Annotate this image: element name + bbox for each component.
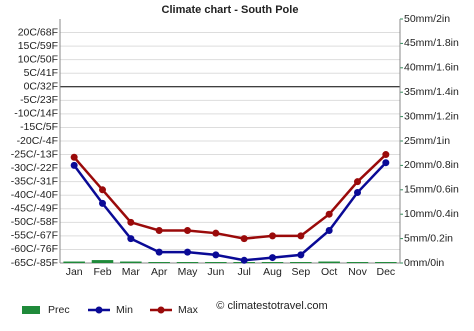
point <box>127 235 135 243</box>
y-tick-label: -10C/14F <box>14 108 58 120</box>
x-tick-label: Oct <box>321 266 337 278</box>
chart-title: Climate chart - South Pole <box>162 4 299 16</box>
x-tick-label: Apr <box>151 266 168 278</box>
point <box>325 226 333 234</box>
point <box>212 229 220 237</box>
point <box>325 210 333 218</box>
point <box>382 151 390 159</box>
x-tick-label: Aug <box>263 266 282 278</box>
y-tick-label: -5C/23F <box>20 94 58 106</box>
watermark: © climatestotravel.com <box>216 300 327 312</box>
y-tick-label: 5C/41F <box>24 67 58 79</box>
point <box>382 159 390 167</box>
bar <box>346 262 369 263</box>
point <box>70 153 78 161</box>
y2-tick-label: 5mm/0.2in <box>404 232 453 244</box>
legend-swatch <box>22 306 40 314</box>
x-tick-label: Feb <box>93 266 111 278</box>
bar <box>318 261 340 263</box>
point <box>354 189 361 197</box>
x-tick-label: Sep <box>291 266 310 278</box>
y2-tick-label: 40mm/1.6in <box>404 62 459 74</box>
bar <box>261 262 284 263</box>
point <box>99 186 106 194</box>
x-tick-label: Jan <box>66 266 83 278</box>
bar <box>148 262 170 263</box>
bar <box>63 261 85 263</box>
point <box>155 226 163 234</box>
point <box>269 254 276 262</box>
y2-tick-label: 15mm/0.6in <box>404 184 459 196</box>
point <box>297 251 305 259</box>
x-tick-label: May <box>178 266 199 278</box>
point <box>155 248 163 256</box>
x-tick-label: Dec <box>376 266 395 278</box>
bar <box>205 262 227 263</box>
y2-tick-label: 30mm/1.2in <box>404 110 459 122</box>
point <box>269 232 276 240</box>
bar <box>120 261 142 263</box>
legend-label: Prec <box>48 304 70 316</box>
point <box>127 218 135 226</box>
point <box>99 199 106 207</box>
point <box>184 226 191 234</box>
y-tick-label: -35C/-31F <box>11 175 58 187</box>
point <box>297 232 305 240</box>
y-tick-label: -65C/-85F <box>11 257 58 269</box>
y2-tick-label: 35mm/1.4in <box>404 86 459 98</box>
y2-tick-label: 25mm/1in <box>404 135 450 147</box>
y2-tick-label: 10mm/0.4in <box>404 208 459 220</box>
point <box>212 251 220 259</box>
y-tick-label: -20C/-4F <box>17 135 58 147</box>
point <box>240 235 248 243</box>
point <box>70 161 78 169</box>
point <box>184 248 191 256</box>
y2-tick-label: 45mm/1.8in <box>404 37 459 49</box>
line <box>73 161 387 262</box>
x-tick-label: Jun <box>207 266 224 278</box>
y-tick-label: -15C/5F <box>20 121 58 133</box>
y-tick-label: -45C/-49F <box>11 203 58 215</box>
bar <box>290 262 312 263</box>
y2-tick-label: 20mm/0.8in <box>404 159 459 171</box>
bar <box>176 262 199 263</box>
line <box>73 153 387 240</box>
y-tick-label: -40C/-40F <box>11 189 58 201</box>
y-tick-label: 0C/32F <box>24 81 58 93</box>
bar <box>375 262 397 263</box>
x-tick-label: Mar <box>122 266 141 278</box>
x-tick-label: Nov <box>348 266 367 278</box>
legend-swatch <box>95 306 103 314</box>
bar <box>91 260 114 263</box>
legend-label: Min <box>116 304 133 316</box>
y-tick-label: 20C/68F <box>18 26 58 38</box>
y-tick-label: -30C/-22F <box>11 162 58 174</box>
y-tick-label: -25C/-13F <box>11 148 58 160</box>
legend-label: Max <box>178 304 199 316</box>
legend-swatch <box>157 306 165 314</box>
x-tick-label: Jul <box>237 266 250 278</box>
y2-tick-label: 50mm/2in <box>404 13 450 25</box>
y-tick-label: 10C/50F <box>18 53 58 65</box>
y-tick-label: -60C/-76F <box>11 243 58 255</box>
y-tick-label: 15C/59F <box>18 40 58 52</box>
y-tick-label: -50C/-58F <box>11 216 58 228</box>
y2-tick-label: 0mm/0in <box>404 257 444 269</box>
point <box>354 178 361 186</box>
point <box>240 256 248 264</box>
y-tick-label: -55C/-67F <box>11 230 58 242</box>
